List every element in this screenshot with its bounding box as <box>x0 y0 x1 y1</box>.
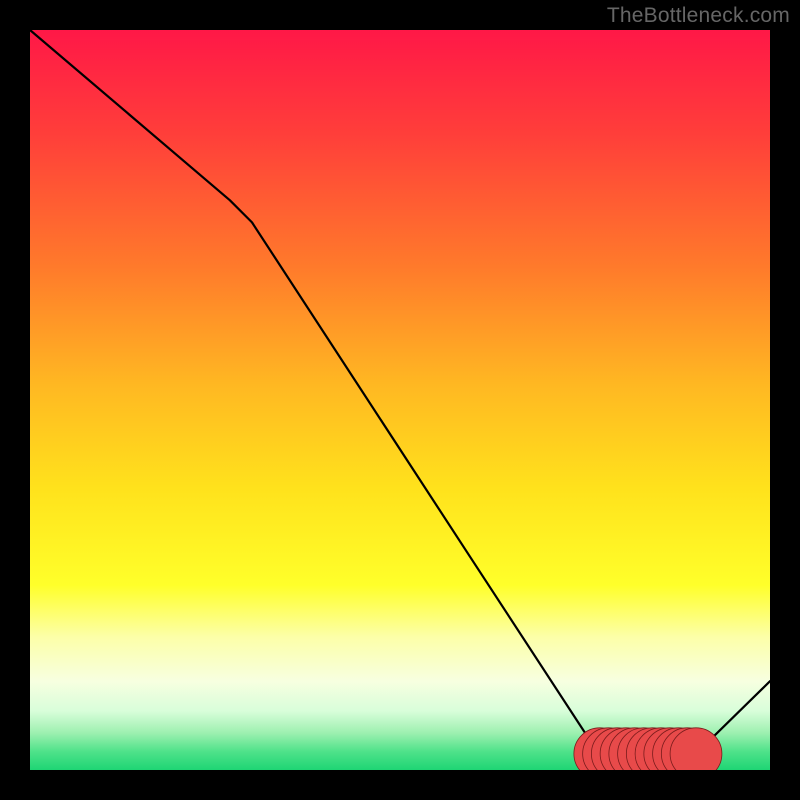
chart-plot-area <box>30 30 770 770</box>
watermark-text: TheBottleneck.com <box>607 4 790 28</box>
chart-background-gradient <box>30 30 770 770</box>
bead-cluster <box>574 728 722 770</box>
bottleneck-chart <box>30 30 770 770</box>
